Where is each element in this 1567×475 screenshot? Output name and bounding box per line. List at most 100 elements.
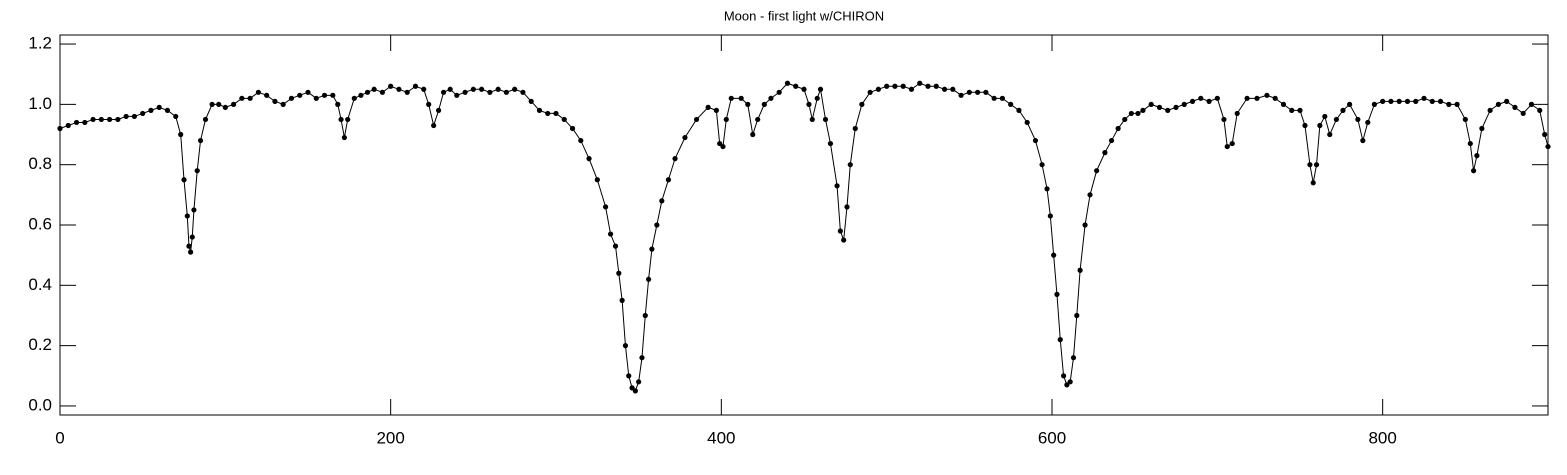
data-point [720, 143, 726, 150]
data-point [1024, 119, 1030, 126]
data-point [723, 116, 729, 123]
data-point [421, 86, 427, 92]
data-point [1115, 125, 1121, 132]
data-point [847, 162, 853, 168]
data-point [738, 95, 744, 101]
data-point [345, 116, 351, 123]
data-point [440, 89, 447, 95]
data-point [123, 113, 129, 120]
data-point [1234, 110, 1240, 117]
data-point [188, 249, 194, 255]
data-point [1322, 113, 1328, 120]
data-point [639, 355, 645, 361]
data-point [1340, 107, 1346, 113]
data-point [1148, 101, 1154, 107]
y-tick-label: 0.2 [28, 335, 52, 354]
data-point [784, 80, 791, 86]
data-point [991, 95, 997, 101]
data-point [665, 177, 672, 183]
data-point [487, 89, 493, 95]
data-point [817, 86, 824, 92]
data-point [841, 237, 847, 243]
x-tick-label: 0 [55, 428, 64, 447]
data-point [822, 116, 829, 123]
data-point [358, 92, 364, 98]
data-point [1365, 119, 1371, 126]
data-point [1297, 107, 1303, 113]
data-point [90, 116, 96, 123]
data-point [396, 86, 402, 92]
data-point [1542, 131, 1548, 138]
data-point [1474, 153, 1480, 159]
data-point [814, 95, 820, 101]
data-point [173, 113, 179, 120]
data-point [1380, 98, 1386, 104]
data-point [57, 125, 63, 132]
data-point [1413, 98, 1419, 104]
data-point [1032, 137, 1039, 144]
data-point [436, 107, 442, 113]
data-point [654, 222, 660, 228]
data-point [1462, 116, 1468, 123]
data-point [859, 101, 865, 107]
data-point [1057, 337, 1063, 343]
data-point [1264, 92, 1270, 98]
data-point [616, 270, 622, 276]
data-point [1070, 355, 1077, 361]
data-point [447, 86, 453, 92]
data-point [1454, 101, 1460, 107]
data-point [371, 86, 377, 92]
data-point [1206, 98, 1212, 104]
data-point [107, 116, 113, 123]
data-point [1047, 213, 1053, 219]
data-line [59, 82, 1549, 392]
data-point [827, 140, 834, 147]
data-point [793, 83, 799, 89]
data-point [1198, 95, 1204, 101]
data-point [1327, 131, 1333, 138]
data-point [578, 137, 584, 144]
data-point [717, 140, 723, 147]
data-point [148, 107, 154, 113]
data-point [364, 89, 371, 95]
data-point [745, 101, 751, 107]
data-point [1421, 95, 1427, 101]
data-point [73, 119, 80, 126]
data-point [431, 122, 437, 129]
data-point [1214, 95, 1220, 101]
data-point [115, 116, 121, 123]
data-point [837, 228, 843, 234]
data-point [619, 297, 625, 303]
data-point [626, 373, 632, 379]
data-point [761, 101, 767, 107]
data-point [594, 177, 600, 183]
data-point [1008, 101, 1014, 107]
data-point [1317, 122, 1323, 129]
data-point [867, 89, 873, 95]
data-point [189, 234, 195, 240]
data-point [649, 246, 655, 252]
data-point [1122, 116, 1128, 123]
data-point [288, 95, 295, 101]
data-point [272, 98, 278, 104]
data-point [1082, 222, 1088, 228]
data-point [553, 110, 559, 117]
y-tick-label: 0.4 [28, 275, 52, 294]
data-point [645, 276, 652, 282]
x-tick-label: 200 [376, 428, 404, 447]
data-point [351, 95, 357, 101]
data-point [1077, 267, 1083, 273]
data-point [194, 168, 200, 174]
data-point [693, 116, 700, 123]
data-point [1512, 104, 1518, 110]
data-point [636, 379, 642, 385]
data-point [809, 116, 815, 123]
data-point [536, 107, 543, 113]
data-point [659, 198, 665, 204]
data-point [1051, 252, 1057, 258]
y-tick-label: 0.6 [28, 214, 52, 233]
data-point [495, 86, 501, 92]
data-point [191, 207, 197, 213]
data-point [1520, 110, 1526, 117]
